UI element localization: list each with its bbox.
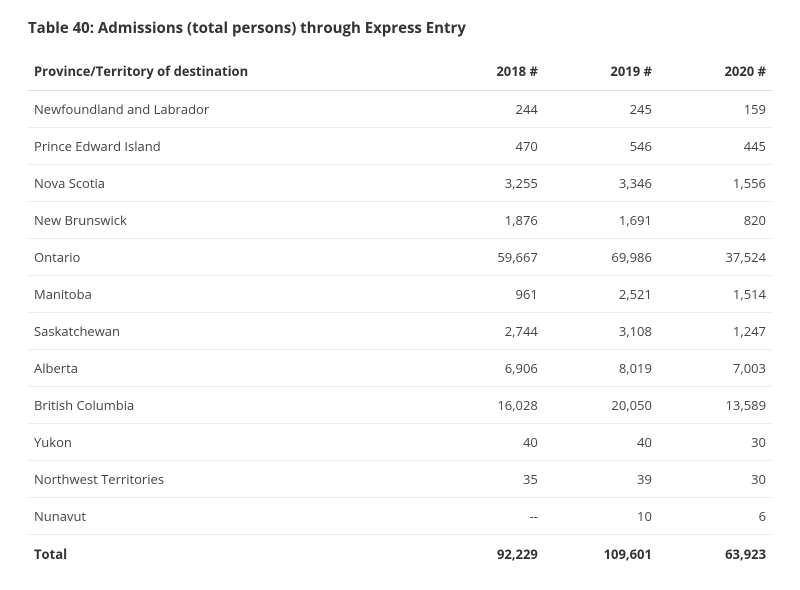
col-header-province: Province/Territory of destination: [28, 52, 430, 91]
cell-province: Prince Edward Island: [28, 128, 430, 165]
cell-2018: 3,255: [430, 165, 544, 202]
cell-total-label: Total: [28, 535, 430, 573]
cell-2020: 159: [658, 91, 772, 128]
table-row: Manitoba9612,5211,514: [28, 276, 772, 313]
cell-2020: 37,524: [658, 239, 772, 276]
cell-province: Newfoundland and Labrador: [28, 91, 430, 128]
table-row: Newfoundland and Labrador244245159: [28, 91, 772, 128]
cell-2020: 7,003: [658, 350, 772, 387]
cell-2020: 30: [658, 424, 772, 461]
cell-province: Nunavut: [28, 498, 430, 535]
cell-2018: 470: [430, 128, 544, 165]
total-row: Total92,229109,60163,923: [28, 535, 772, 573]
cell-province: Saskatchewan: [28, 313, 430, 350]
cell-2020: 1,514: [658, 276, 772, 313]
cell-2018: 35: [430, 461, 544, 498]
cell-province: Manitoba: [28, 276, 430, 313]
table-row: Prince Edward Island470546445: [28, 128, 772, 165]
cell-province: New Brunswick: [28, 202, 430, 239]
cell-2020: 13,589: [658, 387, 772, 424]
cell-2018: 59,667: [430, 239, 544, 276]
col-header-2018: 2018 #: [430, 52, 544, 91]
table-row: Northwest Territories353930: [28, 461, 772, 498]
table-row: Nova Scotia3,2553,3461,556: [28, 165, 772, 202]
table-title: Table 40: Admissions (total persons) thr…: [28, 18, 772, 38]
cell-2019: 245: [544, 91, 658, 128]
table-row: New Brunswick1,8761,691820: [28, 202, 772, 239]
cell-2019: 20,050: [544, 387, 658, 424]
cell-2020: 30: [658, 461, 772, 498]
cell-2018: 2,744: [430, 313, 544, 350]
col-header-2019: 2019 #: [544, 52, 658, 91]
cell-total-2019: 109,601: [544, 535, 658, 573]
cell-2019: 546: [544, 128, 658, 165]
cell-2019: 40: [544, 424, 658, 461]
cell-2019: 2,521: [544, 276, 658, 313]
cell-province: Nova Scotia: [28, 165, 430, 202]
cell-total-2018: 92,229: [430, 535, 544, 573]
cell-province: Alberta: [28, 350, 430, 387]
cell-2019: 39: [544, 461, 658, 498]
col-header-2020: 2020 #: [658, 52, 772, 91]
cell-province: Ontario: [28, 239, 430, 276]
cell-2019: 3,346: [544, 165, 658, 202]
cell-2019: 8,019: [544, 350, 658, 387]
cell-2020: 820: [658, 202, 772, 239]
table-row: Nunavut--106: [28, 498, 772, 535]
admissions-table: Province/Territory of destination 2018 #…: [28, 52, 772, 572]
table-row: Saskatchewan2,7443,1081,247: [28, 313, 772, 350]
table-row: Alberta6,9068,0197,003: [28, 350, 772, 387]
cell-2018: --: [430, 498, 544, 535]
cell-2020: 6: [658, 498, 772, 535]
cell-2018: 961: [430, 276, 544, 313]
cell-total-2020: 63,923: [658, 535, 772, 573]
cell-province: British Columbia: [28, 387, 430, 424]
cell-2019: 69,986: [544, 239, 658, 276]
cell-2018: 1,876: [430, 202, 544, 239]
cell-2018: 6,906: [430, 350, 544, 387]
header-row: Province/Territory of destination 2018 #…: [28, 52, 772, 91]
cell-2018: 16,028: [430, 387, 544, 424]
table-row: Ontario59,66769,98637,524: [28, 239, 772, 276]
cell-2018: 40: [430, 424, 544, 461]
table-row: Yukon404030: [28, 424, 772, 461]
cell-2019: 3,108: [544, 313, 658, 350]
cell-2018: 244: [430, 91, 544, 128]
cell-2019: 1,691: [544, 202, 658, 239]
cell-province: Yukon: [28, 424, 430, 461]
table-row: British Columbia16,02820,05013,589: [28, 387, 772, 424]
cell-2020: 445: [658, 128, 772, 165]
cell-2020: 1,247: [658, 313, 772, 350]
cell-2019: 10: [544, 498, 658, 535]
cell-province: Northwest Territories: [28, 461, 430, 498]
table-body: Newfoundland and Labrador244245159Prince…: [28, 91, 772, 573]
cell-2020: 1,556: [658, 165, 772, 202]
